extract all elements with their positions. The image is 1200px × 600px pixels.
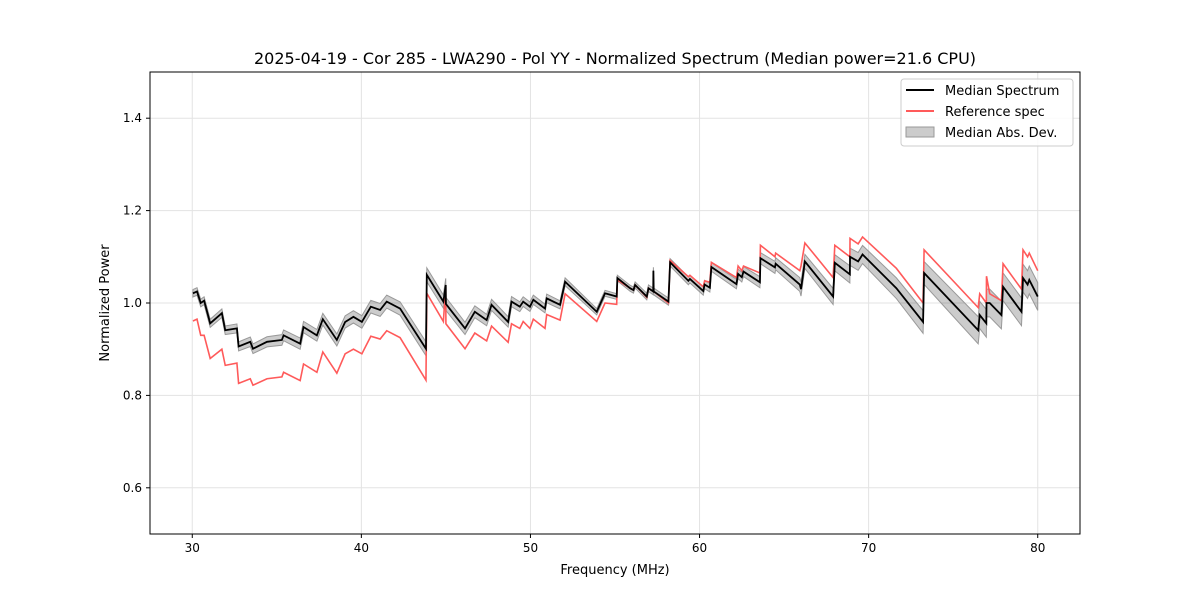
x-tick-label: 50 — [523, 541, 538, 555]
y-tick-label: 0.6 — [123, 481, 142, 495]
legend-mad-swatch — [905, 126, 935, 138]
ticks: 30 40 50 60 70 80 0.6 0.8 1.0 1.2 1.4 — [123, 111, 1045, 555]
y-axis-label: Normalized Power — [98, 244, 113, 362]
mad-band — [192, 244, 1039, 358]
y-tick-label: 1.2 — [123, 204, 142, 218]
legend-reference-label: Reference spec — [945, 105, 1045, 120]
x-tick-label: 40 — [354, 541, 369, 555]
x-tick-label: 70 — [861, 541, 876, 555]
legend-box — [900, 78, 1074, 147]
legend-mad-label: Median Abs. Dev. — [945, 126, 1057, 141]
y-tick-label: 1.4 — [123, 111, 142, 125]
x-tick-label: 60 — [692, 541, 707, 555]
chart-title: 2025-04-19 - Cor 285 - LWA290 - Pol YY -… — [254, 49, 976, 68]
legend: Median Spectrum Reference spec Median Ab… — [900, 78, 1074, 147]
x-tick-label: 30 — [185, 541, 200, 555]
y-tick-label: 0.8 — [123, 388, 142, 402]
median-spectrum-line — [192, 253, 1039, 352]
y-tick-label: 1.0 — [123, 296, 142, 310]
x-tick-label: 80 — [1030, 541, 1045, 555]
plot-area — [192, 235, 1039, 387]
x-axis-label: Frequency (MHz) — [560, 563, 669, 578]
legend-median-label: Median Spectrum — [945, 84, 1059, 99]
